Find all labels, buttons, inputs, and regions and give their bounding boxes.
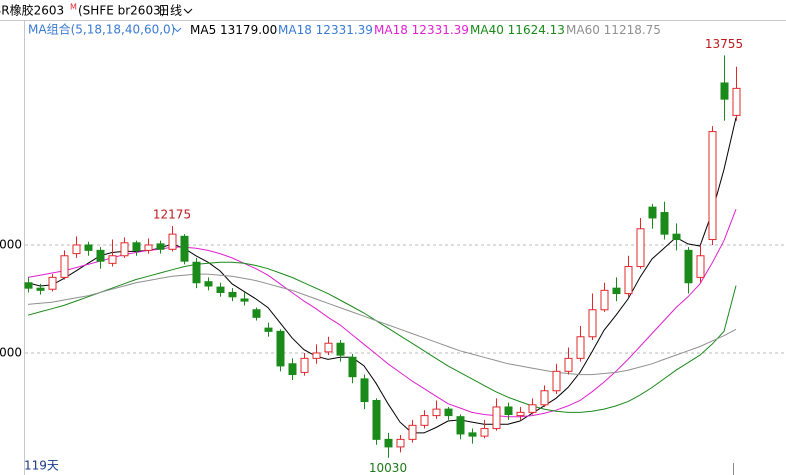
candle-body: [228, 291, 237, 298]
candle-body: [192, 261, 201, 284]
extreme-label: 12175: [153, 208, 191, 222]
legend-name: MA5: [190, 23, 216, 37]
legend-value: 12331.39: [316, 23, 373, 37]
candle-body: [300, 357, 309, 373]
legend-value: 12331.39: [412, 23, 469, 37]
candle-body: [36, 287, 45, 291]
candle-body: [144, 244, 153, 251]
legend-entry: MA40 11624.13: [470, 23, 565, 37]
candle-body: [204, 281, 213, 287]
candle-body: [60, 255, 69, 278]
symbol: BR橡胶2603: [0, 3, 64, 18]
candle-body: [588, 309, 597, 338]
ma-group[interactable]: MA组合(5,18,18,40,60,0): [28, 22, 175, 37]
candle-body: [732, 87, 741, 116]
candle-body: [96, 249, 105, 262]
candle-body: [444, 408, 453, 417]
candle-body: [48, 276, 57, 290]
legend-name: MA60: [566, 23, 600, 37]
candle-body: [240, 298, 249, 302]
exchange: (SHFE br2603): [78, 4, 165, 18]
candle-body: [564, 357, 573, 372]
candle-body: [372, 399, 381, 440]
candle-body: [600, 289, 609, 311]
ma-line: [27, 273, 737, 376]
candle-body: [24, 282, 33, 289]
legend-name: MA40: [470, 23, 504, 37]
candle-body: [336, 342, 345, 356]
extreme-label: 10030: [369, 461, 407, 475]
ma-line: [27, 261, 737, 413]
candle-body: [432, 408, 441, 417]
candle-body: [132, 242, 141, 251]
candle-body: [660, 212, 669, 235]
candle-body: [120, 242, 129, 257]
candle-body: [360, 378, 369, 403]
candle-body: [420, 415, 429, 426]
candle-body: [72, 244, 81, 255]
legend-value: 11624.13: [508, 23, 565, 37]
candle-body: [636, 228, 645, 268]
candle-body: [288, 363, 297, 376]
candle-body: [480, 428, 489, 437]
legend-value: 11218.75: [604, 23, 661, 37]
extreme-label: 13755: [705, 37, 743, 51]
candle-body: [264, 327, 273, 332]
candle-body: [468, 432, 477, 437]
y-tick-label: 11000: [0, 345, 22, 359]
candle-body: [672, 233, 681, 241]
candle-body: [384, 438, 393, 448]
candle-body: [516, 411, 525, 417]
legend-value: 13179.00: [220, 23, 277, 37]
candle-body: [708, 131, 717, 241]
candle-body: [408, 424, 417, 440]
candle-body: [84, 244, 93, 251]
candle-body: [540, 390, 549, 406]
candle-body: [576, 336, 585, 359]
candle-body: [168, 233, 177, 250]
candle-body: [396, 438, 405, 448]
legend-entry: MA60 11218.75: [566, 23, 661, 37]
badge: M: [70, 3, 77, 12]
period[interactable]: 日线: [158, 4, 182, 18]
candle-body: [504, 406, 513, 416]
candle-body: [696, 255, 705, 278]
ma-chevron[interactable]: [173, 27, 182, 33]
candle-body: [528, 404, 537, 413]
candle-body: [648, 206, 657, 219]
legend-entry: MA18 12331.39: [374, 23, 469, 37]
candle-body: [180, 235, 189, 262]
candle-body: [348, 356, 357, 378]
legend-name: MA18: [374, 23, 408, 37]
candle-body: [156, 243, 165, 250]
candle-body: [312, 352, 321, 359]
candle-body: [492, 406, 501, 430]
legend-entry: MA5 13179.00: [190, 23, 277, 37]
period-chevron[interactable]: [183, 8, 193, 14]
legend-entry: MA18 12331.39: [278, 23, 373, 37]
candle-body: [624, 266, 633, 295]
candle-body: [456, 416, 465, 435]
candle-body: [216, 286, 225, 293]
legend-name: MA18: [278, 23, 312, 37]
candle-body: [252, 309, 261, 318]
candle-body: [324, 342, 333, 353]
candle-body: [684, 249, 693, 284]
candle-body: [276, 330, 285, 367]
candle-body: [720, 82, 729, 100]
candle-body: [108, 255, 117, 264]
candle-body: [552, 370, 561, 392]
y-tick-label: 12000: [0, 237, 22, 251]
candle-body: [612, 287, 621, 295]
days-label: 119天: [24, 459, 59, 473]
